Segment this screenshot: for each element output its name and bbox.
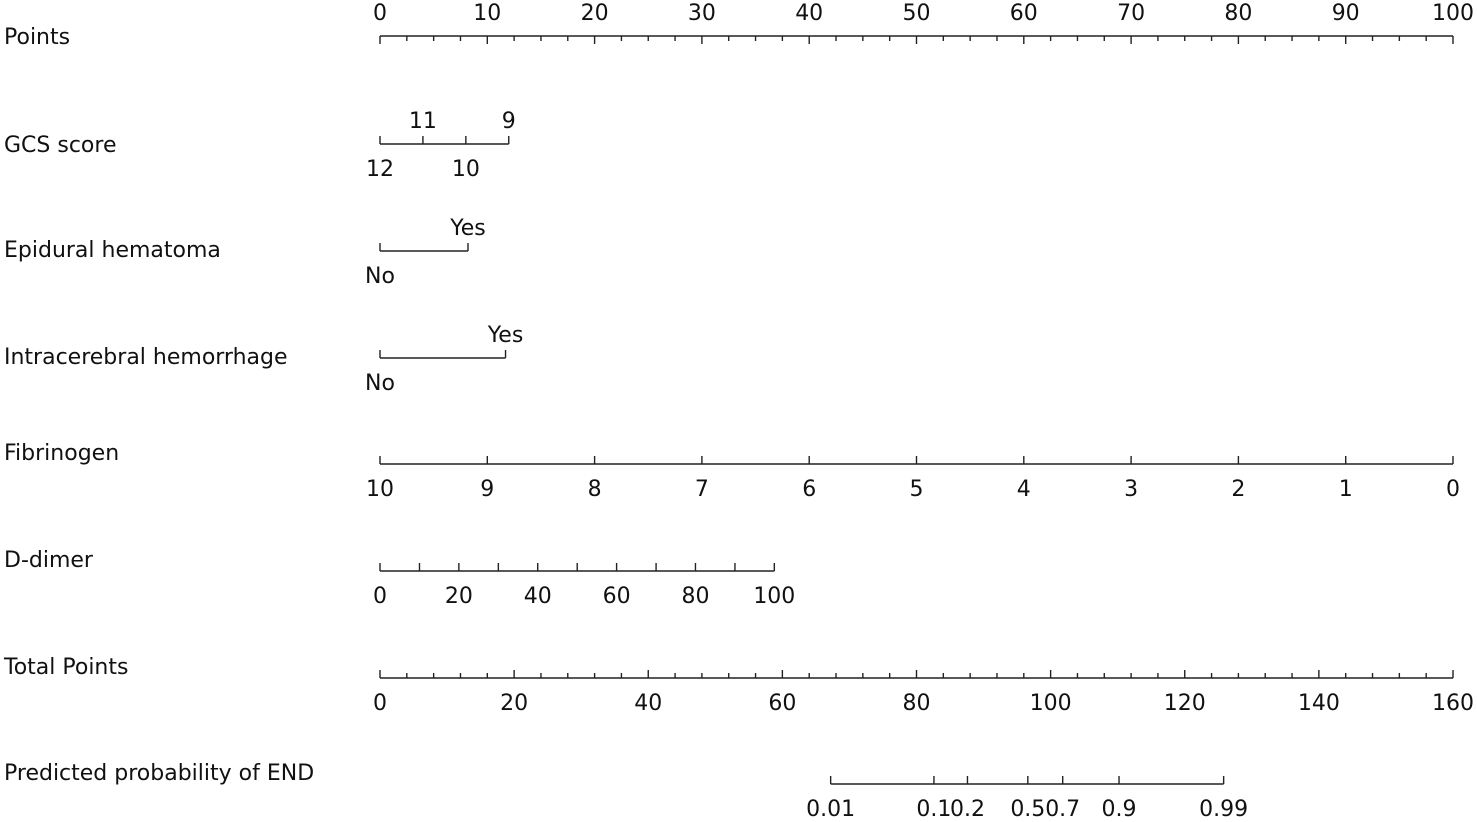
tick-label: 50 [903, 1, 931, 26]
tick-label: 0.7 [1045, 797, 1080, 822]
tick-label: 60 [603, 584, 631, 609]
row-label: Total Points [3, 655, 128, 680]
row-label: Predicted probability of END [4, 761, 314, 786]
tick-label: 5 [910, 477, 924, 502]
row-label: Intracerebral hemorrhage [4, 345, 288, 370]
tick-label: 10 [366, 477, 394, 502]
tick-label: 100 [1432, 1, 1474, 26]
tick-label: 40 [634, 691, 662, 716]
tick-label: 60 [1010, 1, 1038, 26]
row-predicted-probability-of-end: Predicted probability of END 0.01 0.10.2 0.… [4, 761, 1248, 822]
tick-label: 12 [366, 157, 394, 182]
tick-label: 30 [688, 1, 716, 26]
row-label: GCS score [4, 133, 116, 158]
tick-label: 60 [768, 691, 796, 716]
tick-label: 80 [1224, 1, 1252, 26]
row-epidural-hematoma: Epidural hematoma No Yes [4, 216, 486, 289]
row-total-points: Total Points 0 20 40 60 80 100 120 140 160 [3, 655, 1474, 716]
tick-label: 20 [500, 691, 528, 716]
tick-label: 100 [1030, 691, 1072, 716]
tick-label: 40 [795, 1, 823, 26]
tick-label: 100 [753, 584, 795, 609]
row-label: Epidural hematoma [4, 238, 221, 263]
row-gcs-score: GCS score 12 11 10 9 [4, 109, 516, 182]
tick-label: 1 [1339, 477, 1353, 502]
tick-label: 0.99 [1199, 797, 1248, 822]
tick-label: 9 [480, 477, 494, 502]
tick-label: 0 [373, 584, 387, 609]
tick-label: 0.9 [1102, 797, 1137, 822]
tick-label: 0.2 [950, 797, 985, 822]
row-points: Points 0 10 20 30 40 50 60 70 80 90 100 [4, 1, 1474, 50]
tick-label: 40 [524, 584, 552, 609]
tick-label: 90 [1332, 1, 1360, 26]
tick-label: 6 [802, 477, 816, 502]
tick-label: 0 [373, 691, 387, 716]
tick-label: Yes [449, 216, 486, 241]
tick-label: 0 [373, 1, 387, 26]
tick-label: 70 [1117, 1, 1145, 26]
tick-label: Yes [487, 323, 524, 348]
tick-label: No [365, 264, 395, 289]
tick-label: 9 [502, 109, 516, 134]
tick-label: No [365, 371, 395, 396]
tick-label: 140 [1298, 691, 1340, 716]
tick-label: 120 [1164, 691, 1206, 716]
tick-label: 0 [1446, 477, 1460, 502]
tick-label: 4 [1017, 477, 1031, 502]
tick-label: 3 [1124, 477, 1138, 502]
row-intracerebral-hemorrhage: Intracerebral hemorrhage No Yes [4, 323, 523, 396]
tick-label: 20 [445, 584, 473, 609]
row-label: Fibrinogen [4, 441, 119, 466]
row-label: Points [4, 25, 70, 50]
tick-label: 80 [903, 691, 931, 716]
tick-label: 11 [409, 109, 437, 134]
tick-label: 8 [588, 477, 602, 502]
tick-label: 7 [695, 477, 709, 502]
tick-label: 10 [452, 157, 480, 182]
tick-label: 0.01 [806, 797, 855, 822]
tick-label: 80 [681, 584, 709, 609]
tick-label: 20 [581, 1, 609, 26]
tick-label: 2 [1231, 477, 1245, 502]
tick-label: 0.5 [1010, 797, 1045, 822]
tick-label: 0.1 [916, 797, 951, 822]
row-d-dimer: D-dimer 0 20 40 60 80 100 [4, 548, 795, 609]
tick-label: 10 [473, 1, 501, 26]
row-label: D-dimer [4, 548, 94, 573]
tick-label: 160 [1432, 691, 1474, 716]
